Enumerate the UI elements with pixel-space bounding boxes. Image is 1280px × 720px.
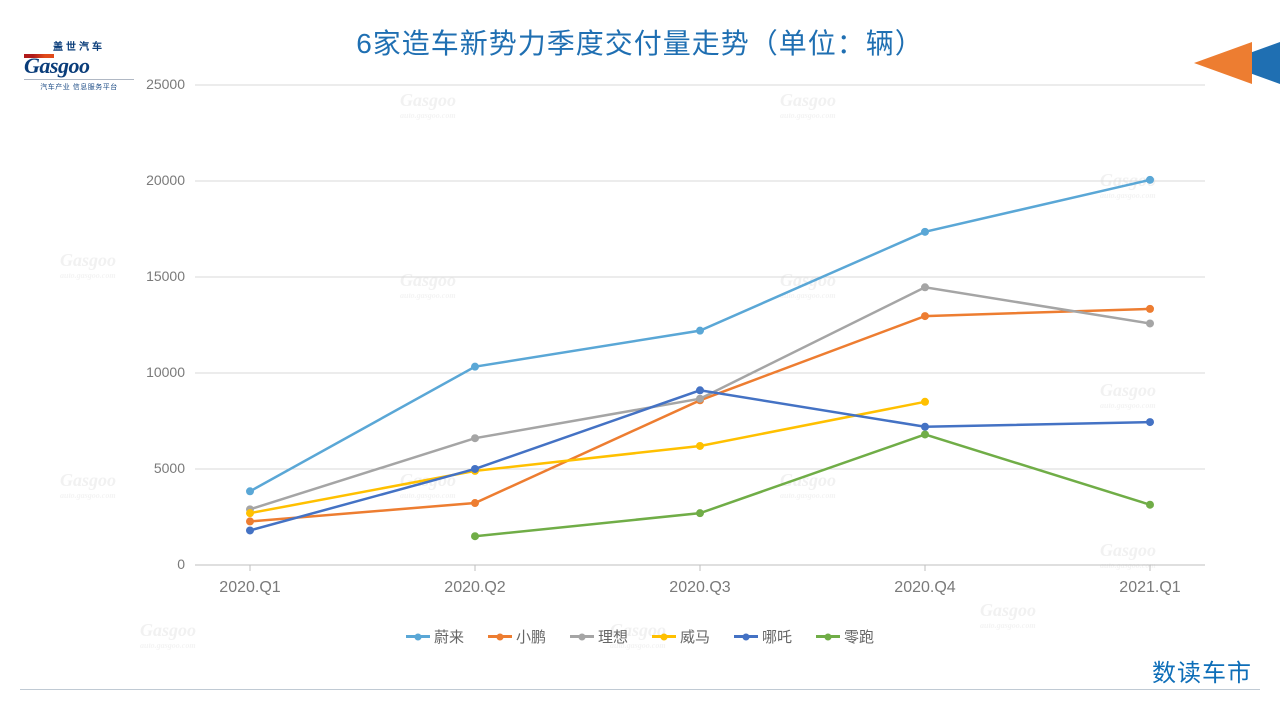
legend-item: 小鹏 [488,626,546,647]
footer-brand: 数读车市 [1152,653,1252,688]
x-tick-label: 2020.Q1 [190,579,310,597]
legend-item: 哪吒 [734,626,792,647]
x-tick-label: 2021.Q1 [1090,579,1210,597]
line-chart [0,0,1280,720]
chart-legend: 蔚来 小鹏 理想 威马 哪吒 零跑 [0,625,1280,647]
legend-label: 哪吒 [762,626,792,647]
legend-label: 小鹏 [516,626,546,647]
x-tick-label: 2020.Q2 [415,579,535,597]
legend-item: 威马 [652,626,710,647]
x-tick-label: 2020.Q3 [640,579,760,597]
y-tick-label: 10000 [125,364,185,380]
legend-item: 理想 [570,626,628,647]
legend-item: 蔚来 [406,626,464,647]
y-tick-label: 25000 [125,76,185,92]
legend-label: 威马 [680,626,710,647]
legend-label: 理想 [598,626,628,647]
footer-divider [20,689,1260,690]
y-tick-label: 0 [125,556,185,572]
legend-item: 零跑 [816,626,874,647]
legend-label: 蔚来 [434,626,464,647]
y-tick-label: 15000 [125,268,185,284]
x-tick-label: 2020.Q4 [865,579,985,597]
y-tick-label: 5000 [125,460,185,476]
legend-label: 零跑 [844,626,874,647]
y-tick-label: 20000 [125,172,185,188]
